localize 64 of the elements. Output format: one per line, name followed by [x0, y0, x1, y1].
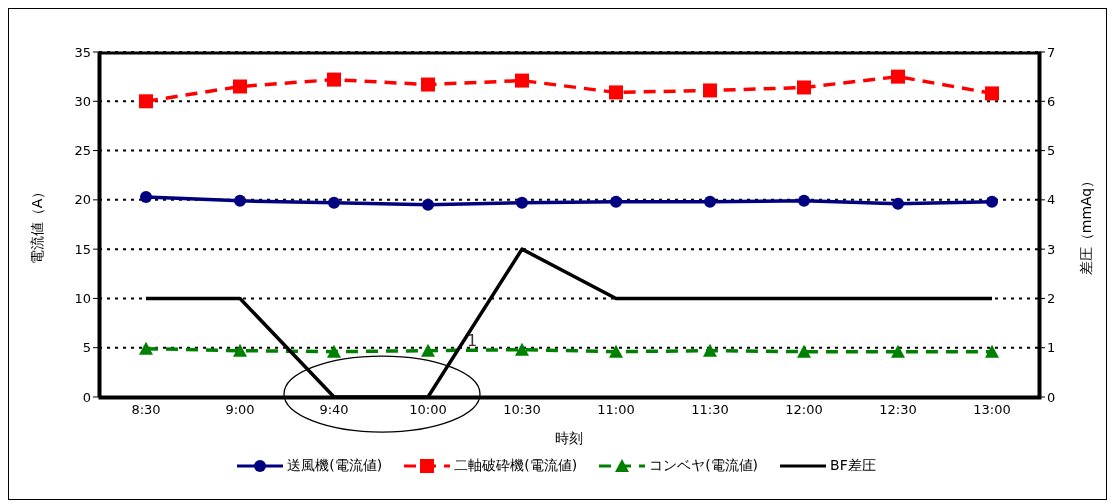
- y2-tick-label: 2: [1047, 291, 1056, 307]
- y2-tick-label: 1: [1047, 340, 1056, 356]
- point: [985, 86, 999, 101]
- point: [703, 83, 717, 98]
- point: [609, 85, 623, 100]
- point: [891, 344, 905, 358]
- point: [234, 194, 246, 207]
- x-tick-label: 12:00: [785, 402, 823, 418]
- y-axis-title: 電流値（A）: [28, 184, 45, 265]
- x-tick-label: 9:00: [225, 402, 255, 418]
- point: [327, 72, 341, 87]
- y-tick-label: 25: [74, 143, 91, 159]
- legend-label: 送風機(電流値): [287, 457, 383, 475]
- point: [233, 343, 247, 357]
- point: [422, 198, 434, 211]
- point: [421, 77, 435, 92]
- legend-label: BF差圧: [830, 457, 876, 475]
- y2-tick-label: 6: [1047, 93, 1056, 109]
- x-axis-title: 時刻: [555, 430, 583, 446]
- x-tick-label: 12:30: [879, 402, 917, 418]
- y-tick-label: 35: [74, 44, 91, 60]
- y2-axis-title: 差圧（mmAq）: [1077, 173, 1094, 276]
- point: [703, 343, 717, 357]
- y-tick-label: 5: [82, 340, 91, 356]
- x-tick-label: 13:00: [973, 402, 1011, 418]
- y-tick-label: 15: [74, 241, 91, 257]
- x-tick-label: 11:30: [691, 402, 729, 418]
- y2-tick-label: 0: [1047, 389, 1056, 405]
- y-tick-label: 30: [74, 93, 91, 109]
- point: [515, 342, 529, 356]
- point: [986, 195, 998, 208]
- point: [985, 344, 999, 358]
- point: [421, 343, 435, 357]
- y2-tick-label: 5: [1047, 143, 1056, 159]
- point: [327, 344, 341, 358]
- point: [704, 195, 716, 208]
- point: [328, 196, 340, 209]
- y-tick-label: 20: [74, 192, 91, 208]
- point: [797, 80, 811, 95]
- point: [610, 195, 622, 208]
- x-tick-label: 10:00: [409, 402, 447, 418]
- point: [140, 190, 152, 203]
- point: [797, 344, 811, 358]
- point: [516, 196, 528, 209]
- annotation: 1: [467, 331, 478, 351]
- point: [515, 73, 529, 88]
- y2-tick-label: 7: [1047, 44, 1056, 60]
- x-tick-label: 11:00: [597, 402, 635, 418]
- point: [798, 194, 810, 207]
- y2-tick-label: 4: [1047, 192, 1056, 208]
- x-tick-label: 8:30: [131, 402, 161, 418]
- point: [892, 197, 904, 210]
- x-tick-label: 9:40: [319, 402, 349, 418]
- point: [891, 69, 905, 84]
- y-tick-label: 10: [74, 291, 91, 307]
- y-tick-label: 0: [82, 389, 91, 405]
- y2-tick-label: 3: [1047, 241, 1056, 257]
- legend-label: 二軸破砕機(電流値): [454, 457, 578, 475]
- point: [139, 341, 153, 355]
- legend-label: コンベヤ(電流値): [649, 457, 759, 475]
- point: [139, 94, 153, 109]
- x-tick-label: 10:30: [503, 402, 541, 418]
- point: [609, 344, 623, 358]
- point: [233, 79, 247, 94]
